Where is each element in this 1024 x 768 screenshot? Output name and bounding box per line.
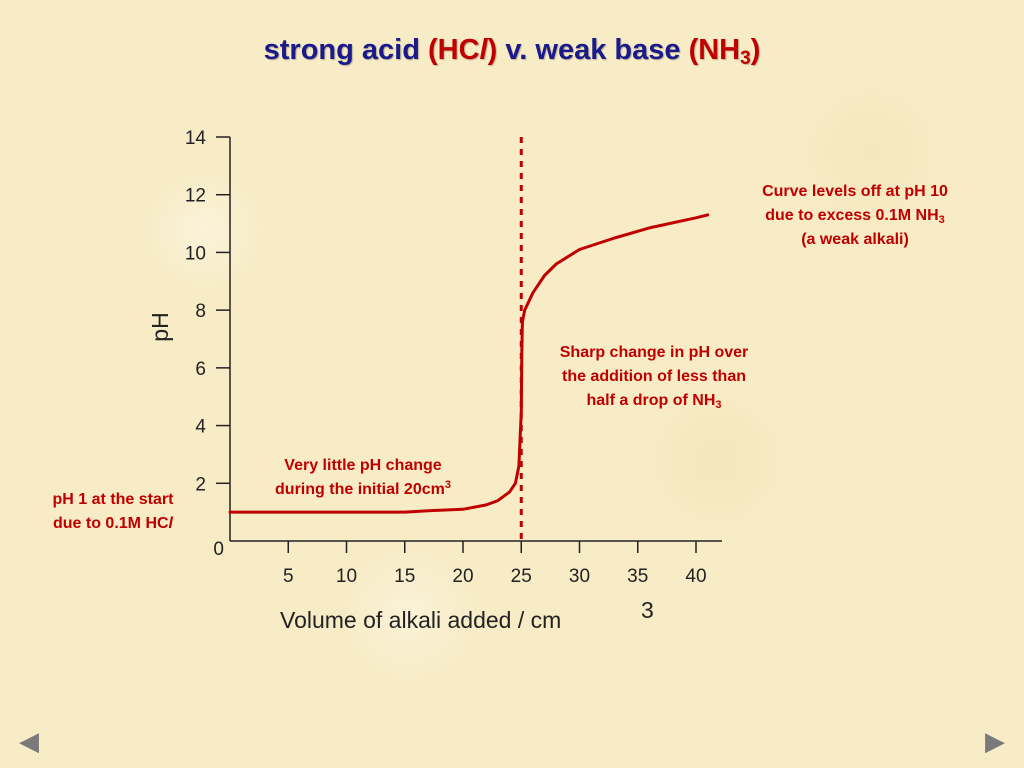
- annotation-flat: Very little pH change during the initial…: [275, 457, 451, 498]
- y-tick-label: 14: [185, 128, 207, 149]
- annotation-level-off: Curve levels off at pH 10 due to excess …: [762, 183, 948, 248]
- y-tick-label: 12: [185, 186, 206, 207]
- x-axis-title-superscript: 3: [641, 597, 654, 623]
- x-tick-label: 15: [394, 566, 415, 587]
- y-tick-label: 0: [213, 539, 224, 560]
- annotation-sharp-change: Sharp change in pH over the addition of …: [559, 344, 749, 411]
- y-tick-label: 4: [195, 417, 206, 438]
- arrow-right-icon: ▶: [985, 725, 1005, 756]
- x-axis-title: Volume of alkali added / cm: [280, 607, 561, 633]
- prev-slide-button[interactable]: ◀: [14, 725, 44, 756]
- y-tick-label: 10: [185, 243, 206, 264]
- y-tick-label: 2: [195, 474, 206, 495]
- annotation-start: pH 1 at the start due to 0.1M HCl: [52, 491, 174, 532]
- titration-curve: [228, 213, 710, 514]
- y-tick-label: 6: [195, 359, 206, 380]
- x-tick-label: 25: [511, 566, 532, 587]
- x-tick-label: 40: [685, 566, 706, 587]
- y-tick-label: 8: [195, 301, 206, 322]
- next-slide-button[interactable]: ▶: [980, 725, 1010, 756]
- page-title: strong acid (HCl) v. weak base (NH3): [263, 34, 761, 69]
- x-tick-label: 5: [283, 566, 294, 587]
- y-axis-title: pH: [147, 312, 173, 341]
- x-tick-label: 20: [452, 566, 473, 587]
- x-tick-label: 30: [569, 566, 590, 587]
- arrow-left-icon: ◀: [19, 725, 39, 756]
- x-tick-label: 10: [336, 566, 357, 587]
- x-tick-label: 35: [627, 566, 648, 587]
